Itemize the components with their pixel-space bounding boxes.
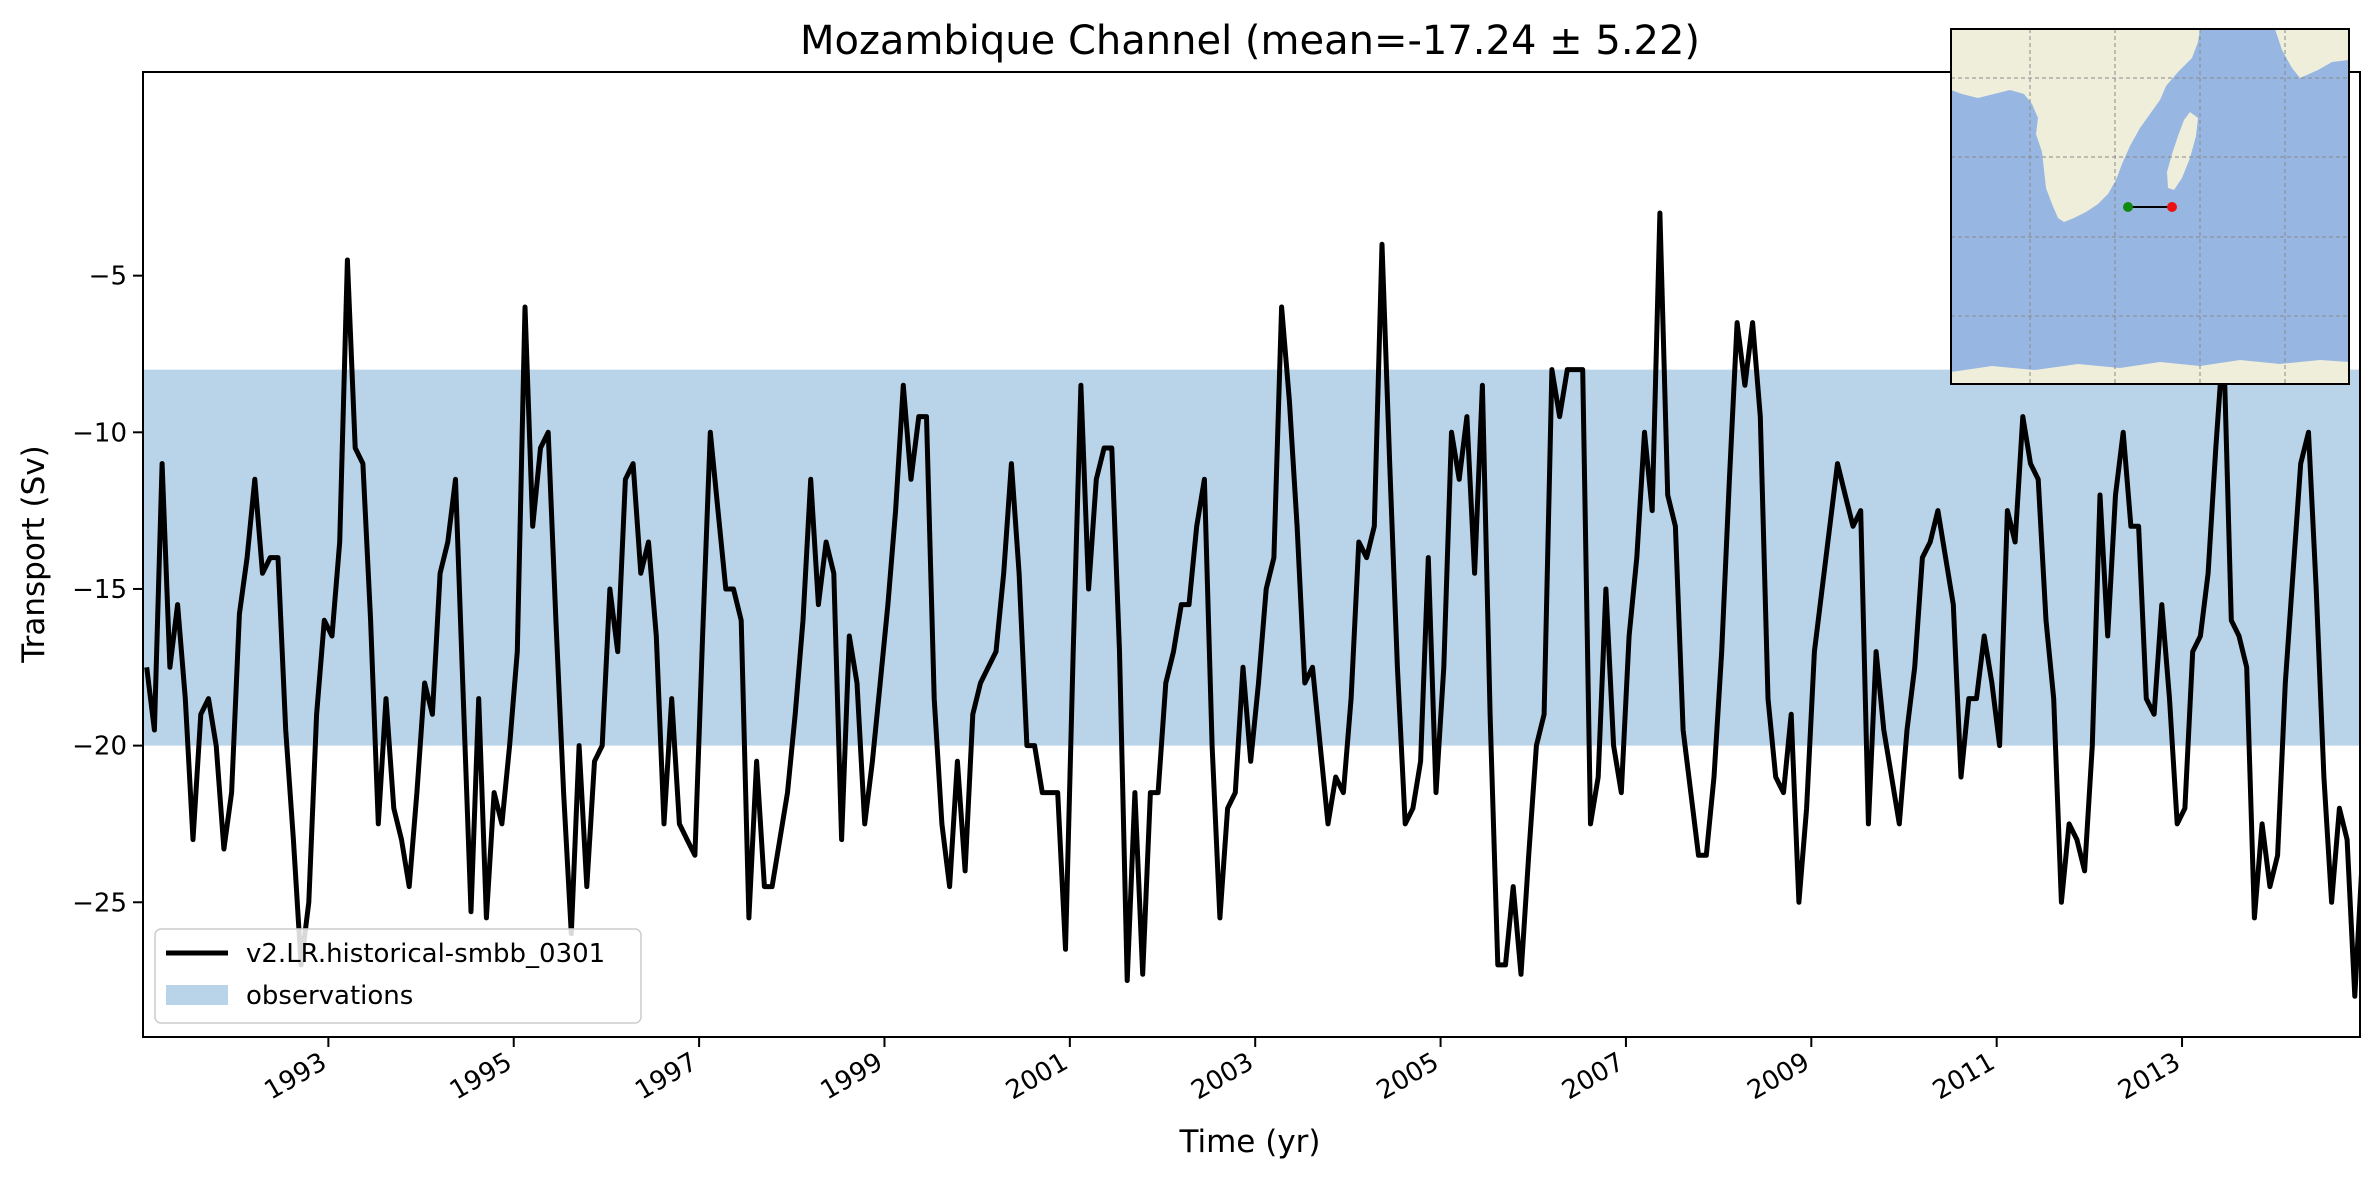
x-tick-label: 2007	[1557, 1047, 1629, 1106]
series-line-layer	[144, 210, 2360, 999]
legend: v2.LR.historical-smbb_0301 observations	[154, 928, 642, 1024]
map-africa-landmass	[1951, 29, 2200, 222]
y-tick-label: −15	[72, 575, 127, 605]
x-axis-label: Time (yr)	[1179, 1124, 1321, 1160]
x-tick-label: 2011	[1928, 1047, 2000, 1106]
x-tick-label: 2003	[1186, 1047, 1258, 1106]
observations-band-layer	[143, 369, 2360, 746]
legend-series-label: v2.LR.historical-smbb_0301	[246, 939, 605, 969]
inset-map	[1950, 28, 2350, 385]
series-line	[144, 210, 2360, 999]
y-tick-label: −5	[89, 262, 127, 292]
chart-title: Mozambique Channel (mean=-17.24 ± 5.22)	[800, 18, 1700, 64]
observations-band	[143, 369, 2360, 746]
y-axis-label: Transport (Sv)	[16, 445, 52, 664]
map-madagascar	[2167, 112, 2198, 190]
x-tick-label: 2005	[1372, 1047, 1444, 1106]
x-tick-label: 2001	[1001, 1047, 1073, 1106]
inset-frame	[1950, 28, 2350, 385]
x-tick-label: 1993	[260, 1047, 332, 1106]
map-antarctica	[1951, 360, 2349, 384]
y-tick-label: −10	[72, 418, 127, 448]
x-tick-label: 1997	[630, 1047, 702, 1106]
map-transect-start-point	[2123, 202, 2133, 212]
x-axis: 1993 1995 1997 1999 2001 2003 2005 2007 2009 2011…	[260, 1037, 2186, 1106]
map-gridlines	[1951, 29, 2349, 384]
plot-frame	[142, 71, 2361, 1038]
legend-frame	[154, 928, 642, 1024]
y-axis: −5 −10 −15 −20 −25	[72, 262, 143, 918]
legend-observations-label: observations	[246, 981, 413, 1011]
y-tick-label: −25	[72, 888, 127, 918]
x-tick-label: 2013	[2113, 1047, 2185, 1106]
map-arabia	[2275, 29, 2349, 78]
x-tick-label: 1999	[816, 1047, 888, 1106]
legend-observations-swatch	[166, 985, 228, 1005]
x-tick-label: 1995	[445, 1047, 517, 1106]
map-transect-end-point	[2167, 202, 2177, 212]
x-tick-label: 2009	[1743, 1047, 1815, 1106]
y-tick-label: −20	[72, 732, 127, 762]
